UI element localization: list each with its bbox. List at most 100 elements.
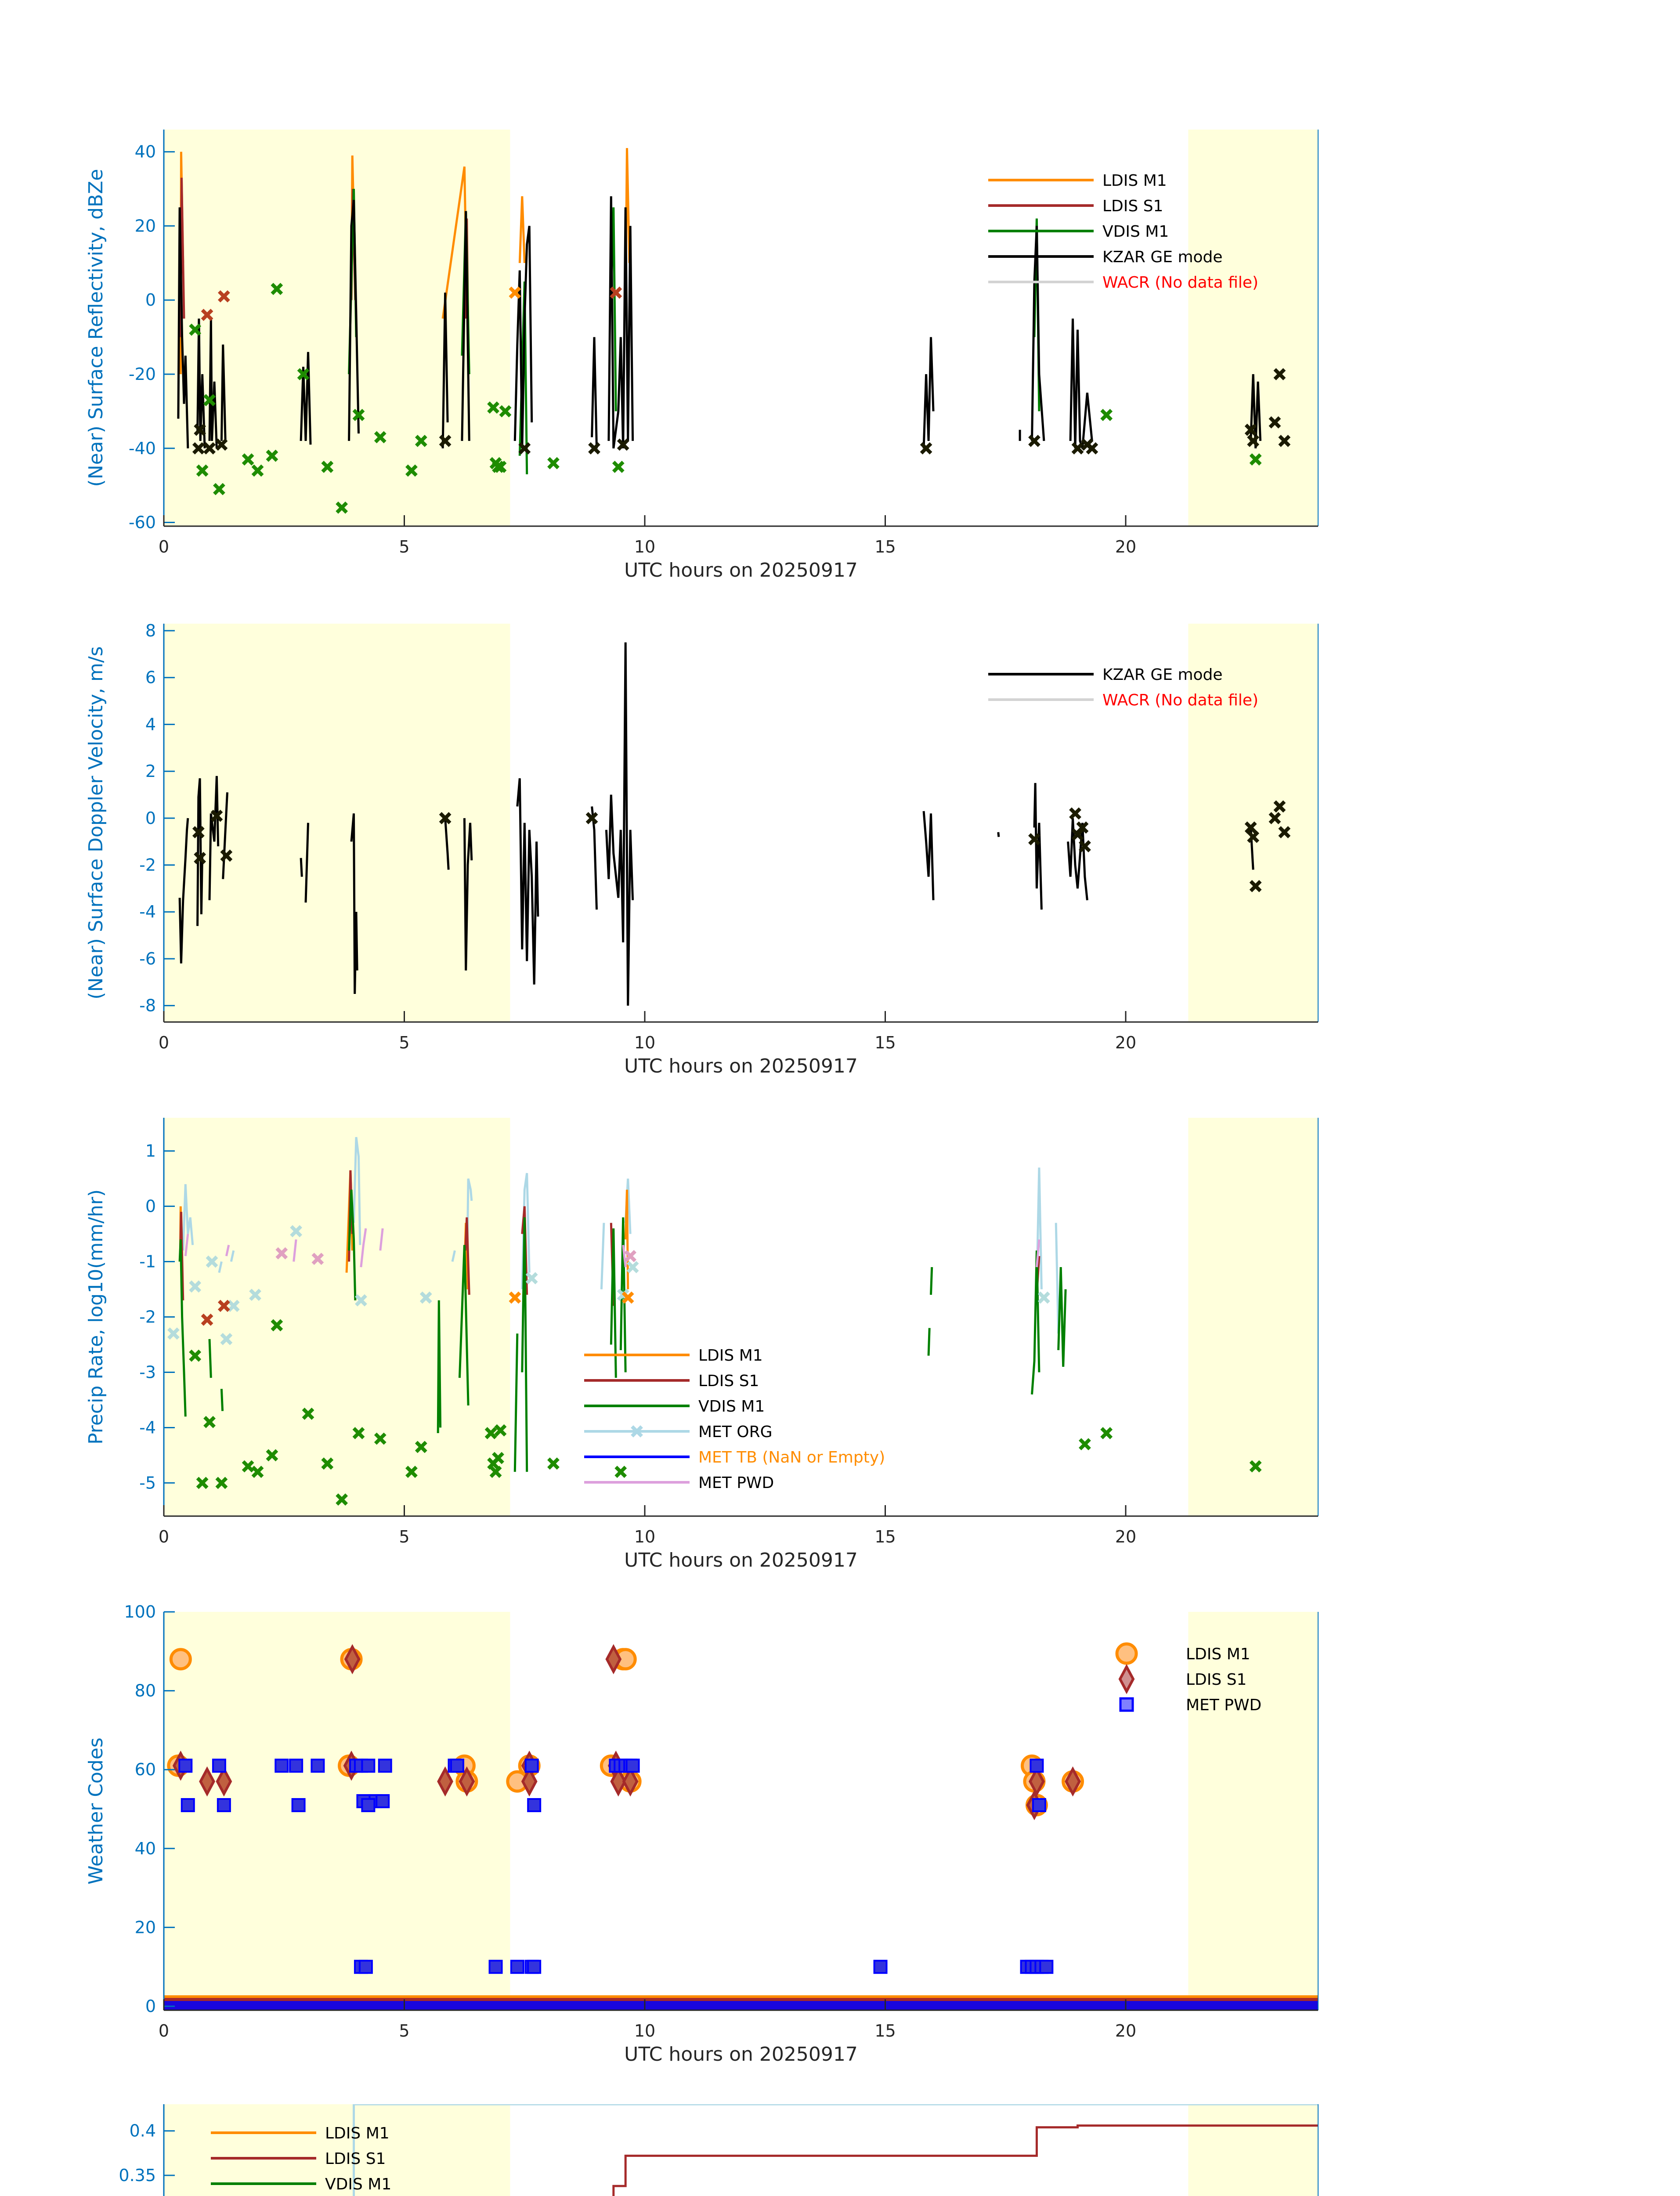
marker-kzar-ge-mode: [1079, 840, 1091, 852]
marker-kzar-ge-mode: [1069, 807, 1081, 820]
marker-vdis-m1: [374, 1432, 387, 1445]
marker-vdis-m1: [492, 1452, 504, 1464]
legend-label: LDIS S1: [698, 1372, 759, 1390]
marker-ldis-m1: [509, 286, 521, 299]
marker-vdis-m1: [1100, 1427, 1113, 1439]
marker-kzar-ge-mode: [439, 434, 452, 447]
marker-kzar-ge-mode: [1086, 442, 1098, 455]
legend: LDIS M1 LDIS S1 MET PWD: [1115, 1642, 1261, 1714]
plot-area: [167, 1137, 1262, 1506]
series-line-kzar-ge-mode: [591, 806, 598, 910]
met-pwd-point: [1030, 1759, 1044, 1773]
series-line-met-pwd: [1035, 1239, 1041, 1268]
marker-vdis-m1: [302, 1408, 314, 1420]
marker-vdis-m1: [489, 1466, 502, 1478]
marker-vdis-m1: [614, 1466, 627, 1478]
marker-vdis-m1: [297, 368, 310, 380]
series-line-vdis-m1: [220, 1389, 224, 1411]
series-line-met-pwd: [225, 1245, 230, 1257]
met-pwd-point: [311, 1759, 325, 1773]
legend-label: LDIS M1: [698, 1347, 763, 1365]
met-pwd-point: [488, 1960, 503, 1974]
x-axis-label: UTC hours on 20250917: [624, 2043, 858, 2066]
marker-vdis-m1: [415, 1441, 427, 1453]
marker-vdis-m1: [251, 464, 264, 477]
plot-area: [177, 148, 1291, 514]
y-axis-label: (Near) Surface Reflectivity, dBZe: [85, 169, 107, 487]
met-pwd-point: [1039, 1960, 1054, 1974]
marker-kzar-ge-mode: [1076, 821, 1089, 834]
y-tick-label: 4: [145, 715, 156, 734]
marker-kzar-ge-mode: [585, 812, 598, 824]
x-tick-label: 10: [634, 1033, 655, 1052]
ldis-s1-point: [1065, 1766, 1081, 1797]
marker-kzar-ge-mode: [210, 809, 223, 822]
met-pwd-point: [873, 1960, 888, 1974]
marker-met-org: [227, 1300, 240, 1312]
marker-kzar-ge-mode: [215, 438, 228, 451]
series-line-kzar-ge-mode: [1031, 226, 1045, 441]
series-line-kzar-ge-mode: [196, 318, 206, 448]
marker-vdis-m1: [251, 1466, 264, 1478]
marker-vdis-m1: [612, 461, 625, 473]
series-line-met-org: [218, 1261, 223, 1273]
y-axis-label: Precip Rate, log10(mm/hr): [85, 1189, 107, 1445]
marker-vdis-m1: [242, 453, 254, 466]
marker-met-pwd: [624, 1250, 637, 1262]
ldis-s1-point: [610, 1766, 627, 1797]
x-tick-label: 15: [874, 2021, 896, 2041]
series-line-kzar-ge-mode: [997, 832, 1000, 837]
legend: KZAR GE mode WACR (No data file): [988, 666, 1258, 709]
legend-label: LDIS M1: [325, 2124, 390, 2142]
marker-kzar-ge-mode: [518, 442, 531, 455]
x-tick-label: 20: [1115, 537, 1136, 556]
night-shade-region: [164, 130, 510, 526]
series-line-kzar-ge-mode: [348, 200, 360, 441]
plot-area: [178, 642, 1291, 1006]
series-line-kzar-ge-mode: [922, 337, 935, 448]
series-line-ldis-m1: [624, 1189, 629, 1289]
marker-vdis-m1: [352, 408, 365, 421]
series-line-kzar-ge-mode: [304, 823, 309, 903]
marker-kzar-ge-mode: [1273, 368, 1286, 380]
legend-label: LDIS M1: [1102, 172, 1167, 190]
series-line-met-org: [1055, 1223, 1060, 1334]
y-tick-label: -8: [139, 996, 156, 1015]
marker-kzar-ge-mode: [203, 442, 216, 455]
marker-kzar-ge-mode: [1268, 812, 1281, 824]
series-line-met-pwd: [379, 1228, 384, 1251]
series-line-ldis-s1: [464, 1217, 470, 1295]
night-shade-region: [164, 2104, 510, 2196]
legend-label: MET PWD: [698, 1474, 774, 1492]
x-tick-label: 5: [399, 1033, 409, 1052]
legend-label: MET TB (NaN or Empty): [698, 1448, 885, 1466]
series-line-met-pwd: [184, 1234, 189, 1257]
marker-vdis-m1: [547, 1457, 560, 1470]
marker-vdis-m1: [189, 1349, 202, 1362]
y-tick-label: -40: [129, 439, 156, 458]
marker-met-org: [419, 1291, 432, 1304]
series-line-met-pwd: [622, 1245, 627, 1268]
met-pwd-point: [527, 1798, 542, 1813]
met-pwd-point: [524, 1759, 539, 1773]
marker-kzar-ge-mode: [1028, 833, 1041, 845]
series-line-vdis-m1: [1057, 1267, 1067, 1367]
panel-weather-codes: 0 20 40 60 80 100 0 5 10 15 20 UTC hours on 2025091…: [85, 1602, 1319, 2066]
marker-ldis-s1: [217, 1300, 230, 1312]
y-tick-label: 0: [145, 809, 156, 828]
night-shade-region: [1188, 1118, 1318, 1516]
plot-area: [164, 1644, 1318, 2010]
legend-label: KZAR GE mode: [1102, 248, 1223, 266]
marker-vdis-m1: [203, 1416, 216, 1428]
series-line-vdis-m1: [348, 1189, 357, 1300]
marker-ldis-s1: [201, 1313, 213, 1326]
marker-met-org: [206, 1255, 218, 1268]
series-line-kzar-ge-mode: [444, 818, 450, 870]
series-line-kzar-ge-mode: [441, 293, 449, 448]
met-pwd-point: [289, 1759, 303, 1773]
night-shade-region: [1188, 2104, 1318, 2196]
y-tick-label: -4: [139, 1418, 156, 1437]
marker-kzar-ge-mode: [1247, 434, 1260, 447]
x-tick-label: 10: [634, 537, 655, 556]
